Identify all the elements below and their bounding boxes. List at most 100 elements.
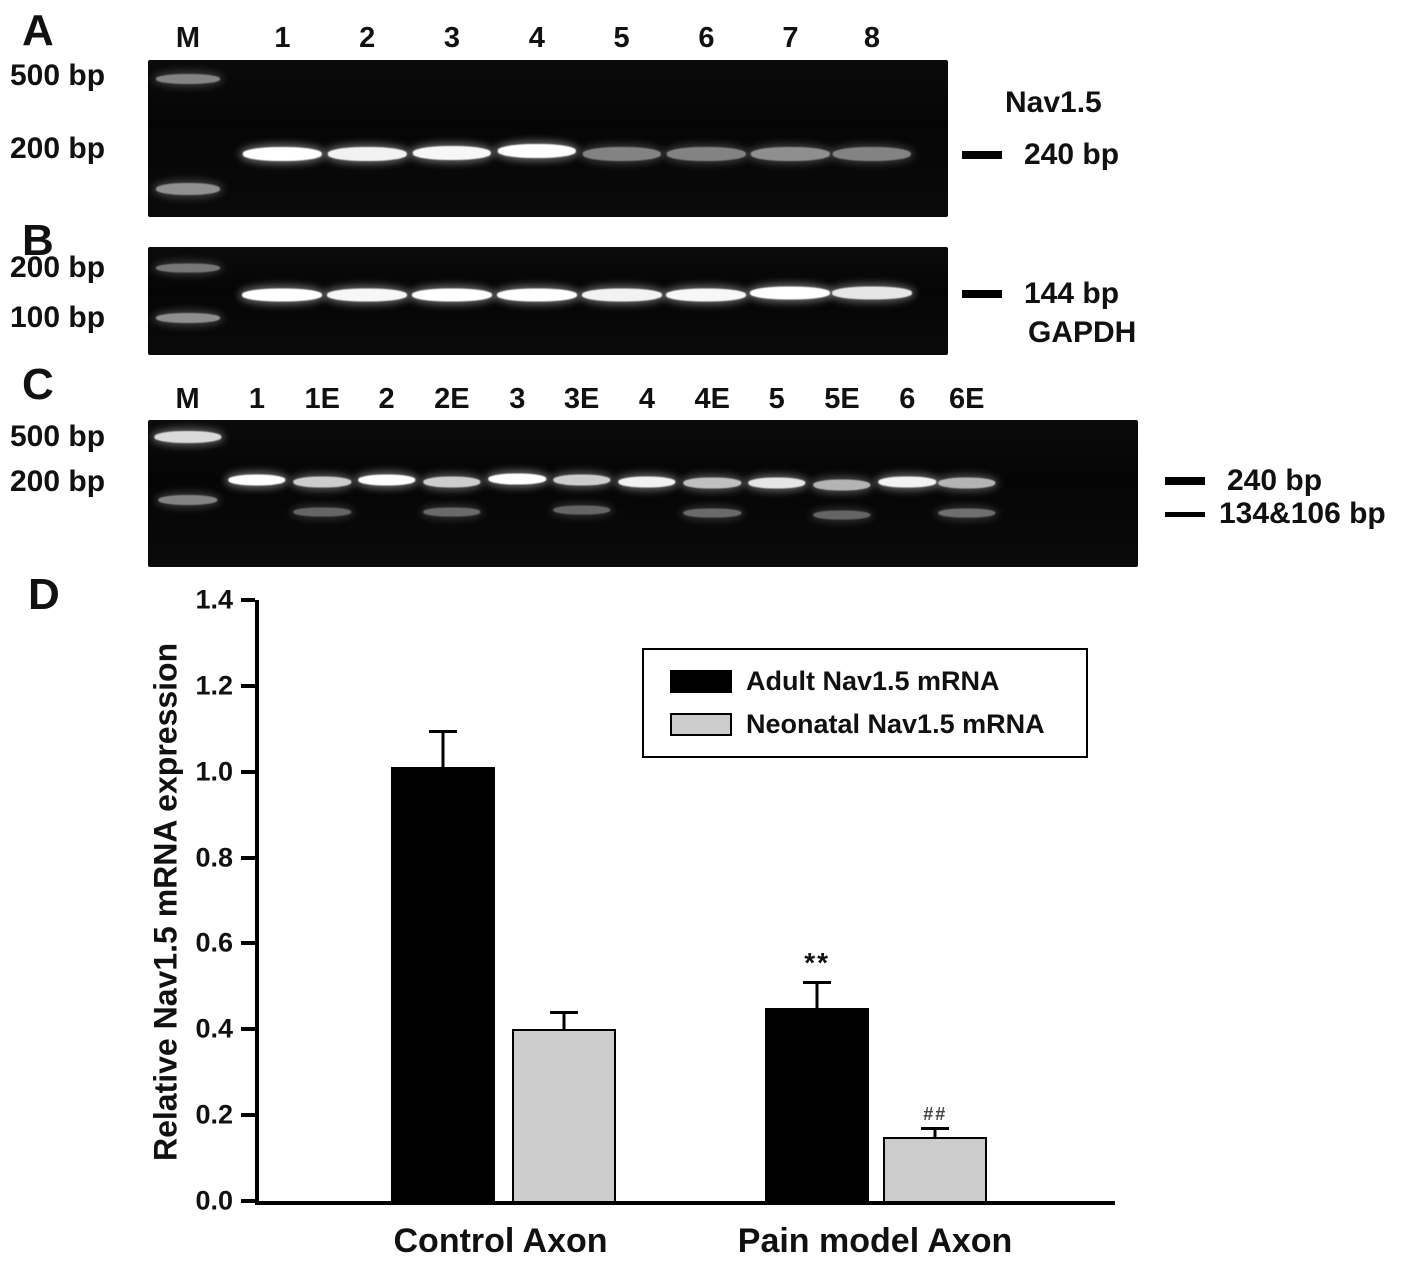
gel-b-size-markers: 200 bp 100 bp [10, 247, 150, 355]
gel-band [878, 476, 937, 488]
legend-label: Adult Nav1.5 mRNA [746, 666, 1000, 696]
size-marker-label: 500 bp [10, 58, 106, 92]
gel-band [293, 507, 351, 517]
error-bar-cap [549, 1011, 578, 1015]
gel-image-c [148, 420, 1138, 567]
error-bar-line [815, 984, 819, 1008]
x-axis-category-labels: Control Axon Pain model Axon [255, 1222, 1115, 1272]
error-bar-cap [429, 730, 458, 734]
lane-label-3E: 3E [563, 383, 600, 415]
size-marker-label: 200 bp [10, 465, 106, 499]
error-bar-cap [921, 1127, 950, 1131]
significance-annotation: ** [804, 947, 831, 979]
gel-band [813, 479, 871, 491]
gel-band [683, 477, 741, 489]
y-axis-tick-label: 0.6 [195, 927, 233, 958]
gel-band [243, 147, 322, 162]
lane-label-1: 1 [248, 383, 265, 415]
lane-label-6: 6 [899, 383, 916, 415]
gel-a-band-callout: 240 bp [962, 138, 1119, 172]
y-axis-tick-label: 0.4 [195, 1013, 233, 1044]
y-axis-tick [241, 683, 255, 688]
lane-label-1: 1 [274, 22, 291, 54]
gel-band [683, 508, 741, 518]
y-axis-tick [241, 1199, 255, 1203]
size-marker-label: 100 bp [10, 300, 106, 334]
band-indicator-dash [1165, 477, 1205, 485]
lane-label-4: 4 [528, 22, 545, 54]
gel-band [667, 147, 746, 162]
band-size-label: 240 bp [1227, 464, 1323, 497]
legend-swatch [670, 713, 732, 736]
bar-adult-control [390, 767, 496, 1201]
gel-band [357, 474, 416, 486]
x-category-label: Control Axon [393, 1222, 608, 1260]
lane-label-5: 5 [768, 383, 785, 415]
lane-label-5: 5 [613, 22, 630, 54]
lane-label-6E: 6E [948, 383, 985, 415]
gel-band [938, 477, 996, 489]
size-marker-label: 200 bp [10, 132, 106, 166]
gel-c-size-markers: 500 bp 200 bp [10, 420, 150, 567]
x-category-label: Pain model Axon [737, 1222, 1013, 1260]
gel-band [488, 473, 546, 485]
gel-band [751, 147, 830, 162]
lane-label-7: 7 [782, 22, 799, 54]
gel-band [832, 147, 912, 162]
band-indicator-dash [962, 290, 1002, 298]
error-bar-line [933, 1130, 937, 1137]
lane-label-M: M [175, 22, 201, 54]
y-axis-tick [241, 941, 255, 946]
gel-band [293, 476, 351, 488]
band-size-label: 144 bp [1024, 277, 1120, 310]
panel-d-letter: D [28, 570, 60, 619]
error-bar-cap [803, 981, 832, 985]
gel-band [327, 288, 408, 302]
y-axis-tick [241, 855, 255, 860]
gel-band [412, 145, 492, 160]
gel-band [497, 144, 576, 159]
error-bar-line [441, 733, 445, 768]
gel-c-lane-labels: M 1 1E 2 2E 3 3E 4 4E 5 5E 6 6E [148, 383, 1138, 417]
lane-label-3: 3 [509, 383, 526, 415]
gel-band [228, 474, 286, 486]
lane-label-2: 2 [359, 22, 376, 54]
gel-band [938, 508, 996, 518]
lane-label-6: 6 [698, 22, 715, 54]
lane-label-2: 2 [378, 383, 395, 415]
gel-band [412, 288, 492, 302]
lane-label-2E: 2E [434, 383, 470, 415]
size-marker-label: 200 bp [10, 250, 106, 284]
band-indicator-dash [962, 151, 1002, 159]
gel-image-a [148, 60, 948, 217]
gel-band [242, 288, 323, 302]
gel-a-size-markers: 500 bp 200 bp [10, 58, 150, 217]
gel-band [156, 182, 220, 195]
band-indicator-dash [1165, 511, 1205, 517]
legend-label: Neonatal Nav1.5 mRNA [746, 709, 1045, 739]
bar-adult-pain [764, 1007, 870, 1201]
lane-label-M: M [175, 383, 200, 415]
legend-entry: Neonatal Nav1.5 mRNA [670, 709, 1076, 740]
size-marker-label: 500 bp [10, 419, 106, 453]
gel-c-band-callout-134-106: 134&106 bp [1165, 497, 1386, 531]
error-bar-line [562, 1014, 566, 1030]
y-axis-tick [241, 769, 255, 774]
gel-c-band-callout-240: 240 bp [1165, 464, 1322, 498]
gel-band [423, 507, 481, 517]
gel-band [423, 476, 481, 488]
gel-band [156, 73, 220, 84]
y-axis-tick-label: 0.0 [195, 1185, 233, 1216]
gel-band [813, 510, 871, 520]
gel-band [832, 286, 912, 300]
panel-c-letter: C [22, 360, 54, 409]
band-size-label: 240 bp [1024, 138, 1120, 171]
gel-band [582, 147, 661, 162]
lane-label-1E: 1E [304, 383, 340, 415]
gel-band [581, 288, 662, 302]
gel-a-gene-label: Nav1.5 [1005, 86, 1102, 119]
y-axis-tick-label: 0.2 [195, 1099, 233, 1130]
lane-label-8: 8 [863, 22, 881, 54]
gel-band [156, 312, 220, 323]
